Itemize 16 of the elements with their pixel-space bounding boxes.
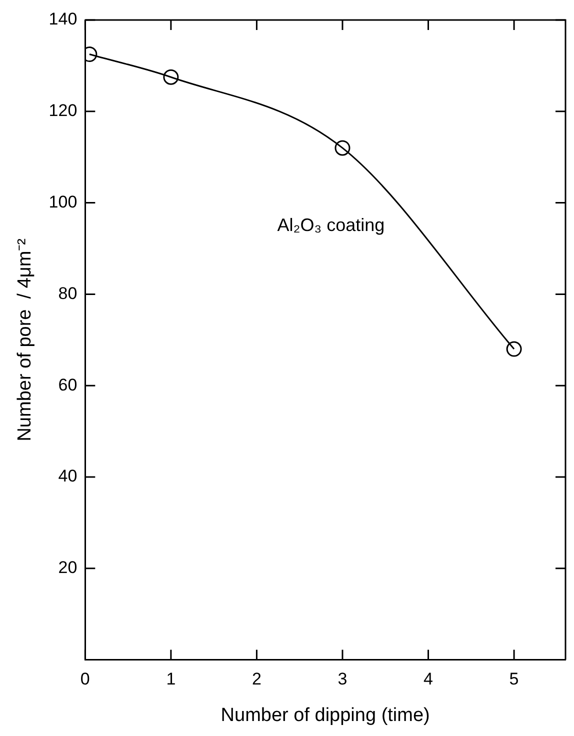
x-tick-label: 1	[166, 670, 176, 689]
y-tick-label: 40	[58, 466, 78, 486]
x-tick-label: 3	[338, 670, 348, 689]
y-tick-label: 120	[48, 101, 78, 120]
y-tick-label: 140	[48, 10, 78, 29]
y-tick-label: 20	[58, 558, 78, 578]
annotation: Al₂O₃ coating	[277, 215, 385, 236]
x-tick-label: 5	[509, 670, 519, 689]
x-axis-title: Number of dipping (time)	[220, 704, 430, 726]
y-axis-title: Number of pore / 4μm⁻²	[14, 238, 36, 442]
x-tick-label: 2	[252, 670, 262, 689]
x-tick-label: 4	[424, 670, 433, 689]
y-tick-label: 100	[48, 192, 78, 212]
x-tick-label: 0	[80, 670, 90, 689]
y-tick-label: 60	[58, 375, 78, 394]
y-tick-label: 80	[58, 284, 78, 303]
